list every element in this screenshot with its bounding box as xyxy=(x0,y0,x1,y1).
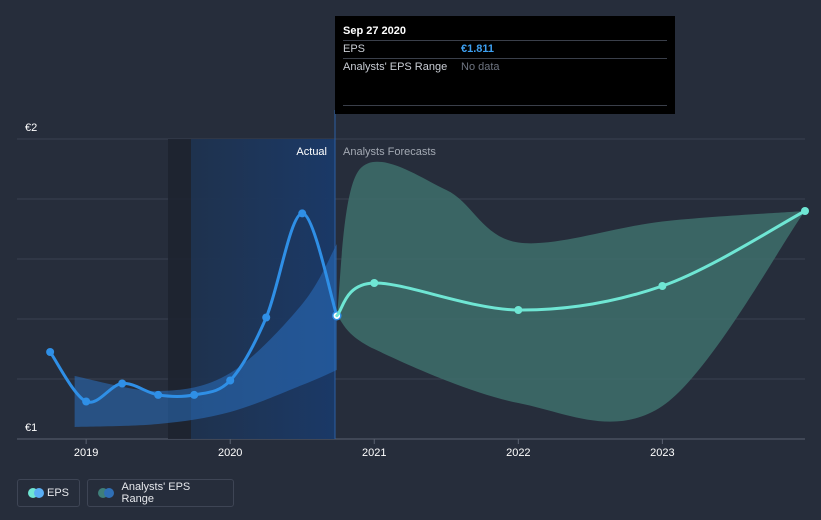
eps-actual-point xyxy=(190,390,199,399)
eps-actual-point xyxy=(118,379,127,388)
tooltip-eps-value: €1.811 xyxy=(461,43,495,55)
x-axis-tick-label: 2021 xyxy=(362,447,386,459)
forecast-region-label: Analysts Forecasts xyxy=(343,146,436,158)
actual-region-label: Actual xyxy=(296,146,327,158)
legend-range-swatch-icon xyxy=(98,488,116,498)
x-axis-tick-label: 2019 xyxy=(74,447,98,459)
tooltip-divider xyxy=(343,105,667,106)
y-axis-bottom-label: €1 xyxy=(25,422,37,434)
eps-forecast-point xyxy=(801,207,809,215)
legend-eps-swatch-icon xyxy=(28,488,44,498)
tooltip-range-value: No data xyxy=(461,61,500,73)
legend-range-label: Analysts' EPS Range xyxy=(121,481,191,505)
tooltip-range-label: Analysts' EPS Range xyxy=(343,61,448,73)
actual-eps-band xyxy=(74,244,337,427)
tooltip-date: Sep 27 2020 xyxy=(343,25,406,37)
eps-forecast-line xyxy=(335,209,807,318)
x-axis-tick-label: 2020 xyxy=(218,447,242,459)
eps-actual-point xyxy=(82,397,91,406)
eps-actual-point xyxy=(46,348,55,356)
legend-eps-label: EPS xyxy=(46,487,69,499)
x-axis-tick-label: 2023 xyxy=(650,447,674,459)
eps-actual-point xyxy=(226,376,235,385)
eps-forecast-point xyxy=(370,279,379,287)
eps-actual-point xyxy=(154,390,163,399)
eps-actual-point xyxy=(262,313,271,322)
analysts-eps-range-band xyxy=(336,161,805,422)
eps-forecast-point xyxy=(514,306,523,314)
x-axis-tick-label: 2022 xyxy=(506,447,530,459)
eps-forecast-point xyxy=(658,282,667,290)
tooltip-row-eps: EPS €1.811 xyxy=(343,40,667,58)
tooltip-row-range: Analysts' EPS Range No data xyxy=(343,58,667,76)
tooltip-eps-label: EPS xyxy=(343,43,366,55)
legend-range-button[interactable]: Analysts' EPS Range xyxy=(87,479,234,507)
eps-actual-point xyxy=(298,209,307,218)
hover-tooltip: Sep 27 2020 EPS €1.811 Analysts' EPS Ran… xyxy=(335,16,675,114)
legend-eps-button[interactable]: EPS xyxy=(17,479,80,507)
y-axis-top-label: €2 xyxy=(25,122,37,134)
